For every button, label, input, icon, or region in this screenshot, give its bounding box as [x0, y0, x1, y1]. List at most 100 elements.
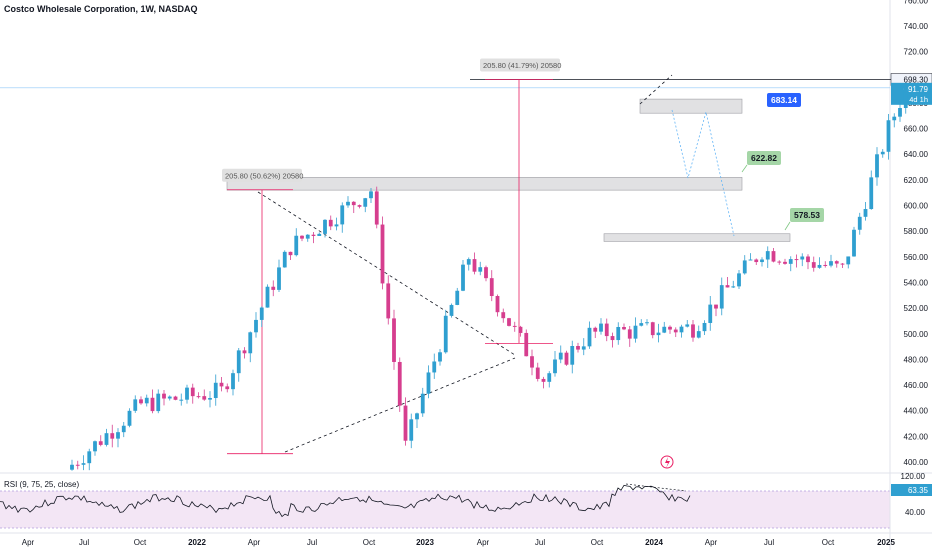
candle-body [564, 352, 569, 365]
candle-body [650, 322, 655, 336]
time-tick-label: Jul [79, 538, 89, 547]
candle-body [403, 405, 408, 441]
target-box [767, 93, 801, 107]
candle-body [196, 396, 201, 398]
candle-body [737, 273, 741, 287]
time-tick-label: Jul [307, 538, 317, 547]
candle-body [553, 359, 557, 374]
candle-body [374, 191, 379, 225]
time-axis[interactable]: Apr Jul Oct 2022 Apr Jul Oct 2023 Apr Jul Oct 2024 A… [22, 538, 896, 547]
candle-body [530, 356, 534, 368]
price-tick-label: 640.00 [904, 150, 929, 159]
candle-body [593, 327, 598, 332]
measure-label-box [222, 168, 302, 182]
candle-body [282, 251, 287, 268]
rsi-value-tag [891, 484, 932, 496]
measure-label-box [480, 58, 560, 72]
target-label: 683.14 [771, 95, 797, 105]
rsi-value-label: 63.35 [908, 486, 929, 495]
candle-body [438, 352, 442, 362]
candle-body [541, 378, 546, 382]
projection-path [671, 109, 735, 237]
time-tick-label: Oct [363, 538, 376, 547]
candle-body [489, 278, 494, 297]
target-label: 622.82 [751, 153, 777, 163]
candle-body [121, 425, 126, 433]
candle-body [173, 396, 178, 400]
price-zone [226, 177, 743, 191]
candle-body [443, 315, 448, 353]
last-price-label: 698.30 [904, 75, 929, 84]
candle-body [524, 332, 529, 357]
candle-body [518, 326, 523, 333]
price-tick-label: 600.00 [904, 202, 929, 211]
channel-top-line [639, 74, 673, 105]
rsi-tick-label: 120.00 [901, 472, 926, 481]
price-tick-label: 420.00 [904, 432, 929, 441]
price-zone [603, 233, 791, 242]
candle-body [426, 372, 431, 394]
price-tick-label: 460.00 [904, 381, 929, 390]
candle-body [231, 373, 235, 390]
candle-body [811, 262, 816, 268]
candle-body [576, 346, 580, 350]
time-tick-label: Oct [591, 538, 604, 547]
target-connector [741, 164, 748, 173]
candle-body [512, 325, 517, 327]
candle-body [93, 441, 97, 452]
target-labels: 683.14 622.82 578.53 [741, 93, 824, 231]
candle-body [409, 419, 414, 441]
price-tick-label: 540.00 [904, 278, 929, 287]
candle-body [846, 256, 851, 265]
candle-body [167, 396, 172, 399]
time-tick-label: Apr [22, 538, 35, 547]
candlestick-series[interactable] [70, 82, 908, 471]
candle-body [208, 398, 212, 400]
candle-body [110, 433, 115, 439]
target-box [747, 151, 781, 165]
candle-body [116, 432, 120, 439]
candle-body [501, 312, 506, 319]
candle-body [305, 234, 310, 239]
candle-body [346, 201, 350, 206]
candle-body [75, 464, 80, 466]
candle-body [288, 251, 293, 256]
candle-body [150, 397, 155, 412]
price-tick-label: 560.00 [904, 253, 929, 262]
triangle-pattern [257, 74, 673, 453]
time-tick-label: 2024 [645, 538, 663, 547]
candle-body [633, 325, 638, 339]
candle-body [386, 283, 391, 319]
candle-body [242, 350, 247, 354]
candle-body [254, 319, 258, 333]
candle-body [156, 393, 161, 412]
candle-body [334, 224, 339, 227]
candle-body [328, 219, 333, 227]
price-tick-label: 400.00 [904, 458, 929, 467]
price-tick-label: 660.00 [904, 125, 929, 134]
time-tick-label: 2023 [416, 538, 434, 547]
candle-body [484, 267, 488, 279]
candle-body [478, 267, 483, 272]
rsi-pane[interactable]: 63.35 [0, 483, 932, 518]
candle-body [880, 151, 885, 155]
chart-title: Costco Wholesale Corporation, 1W, NASDAQ [4, 4, 198, 14]
candle-body [420, 393, 425, 414]
candle-body [144, 397, 149, 404]
candle-body [817, 264, 822, 268]
candle-body [535, 367, 540, 379]
candle-body [190, 387, 195, 397]
candle-body [185, 387, 189, 400]
candle-body [369, 191, 373, 199]
candle-body [869, 177, 874, 210]
candle-body [834, 261, 839, 264]
lightning-icon[interactable] [660, 455, 674, 469]
time-tick-label: Jul [535, 538, 545, 547]
measure-label: 205.80 (50.62%) 20580 [225, 171, 303, 180]
candle-body [455, 290, 460, 305]
candle-body [760, 259, 764, 263]
time-tick-label: Oct [134, 538, 147, 547]
price-tick-label: 760.00 [904, 0, 929, 5]
candle-body [777, 261, 782, 263]
